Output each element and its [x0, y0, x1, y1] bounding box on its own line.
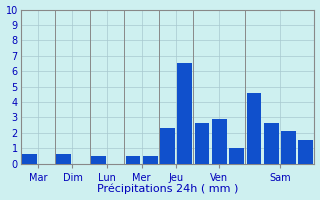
- Bar: [22, 154, 36, 164]
- Bar: [281, 131, 296, 164]
- Bar: [91, 156, 106, 164]
- X-axis label: Précipitations 24h ( mm ): Précipitations 24h ( mm ): [97, 184, 238, 194]
- Bar: [178, 63, 192, 164]
- Bar: [247, 93, 261, 164]
- Bar: [229, 148, 244, 164]
- Bar: [125, 156, 140, 164]
- Bar: [160, 128, 175, 164]
- Bar: [212, 119, 227, 164]
- Bar: [264, 123, 279, 164]
- Bar: [143, 156, 157, 164]
- Bar: [299, 140, 313, 164]
- Bar: [195, 123, 209, 164]
- Bar: [56, 154, 71, 164]
